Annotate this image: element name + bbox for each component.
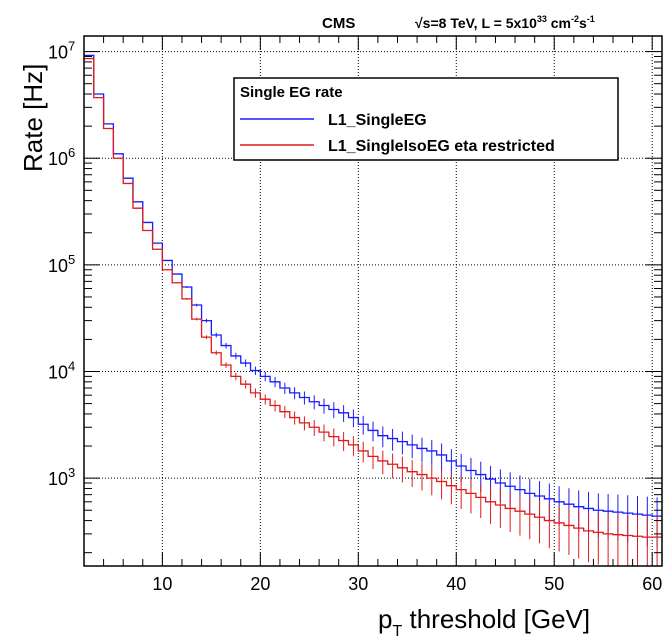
x-tick-label: 10 [152, 574, 172, 594]
x-axis-label: pT threshold [GeV] [378, 604, 590, 637]
x-tick-label: 60 [642, 574, 662, 594]
y-tick-label: 104 [48, 359, 75, 383]
y-tick-label: 107 [48, 39, 75, 63]
ticks: 10 20 30 40 50 60 103 104 105 106 107 [48, 36, 662, 594]
x-tick-label: 50 [544, 574, 564, 594]
legend-title: Single EG rate [240, 84, 343, 101]
y-tick-label: 105 [48, 252, 75, 276]
y-tick-label: 103 [48, 465, 75, 489]
experiment-label: CMS [322, 15, 355, 32]
legend-label-singleisoeg: L1_SingleIsoEG eta restricted [328, 138, 555, 155]
x-tick-label: 40 [446, 574, 466, 594]
y-tick-label: 106 [48, 145, 75, 169]
x-tick-label: 30 [348, 574, 368, 594]
legend-label-singleeg: L1_SingleEG [328, 112, 427, 129]
series-line-singleisoeg [84, 57, 662, 538]
x-tick-label: 20 [250, 574, 270, 594]
energy-lumi-label: √s=8 TeV, L = 5x1033 cm-2s-1 [415, 14, 595, 31]
plot-frame [83, 35, 663, 567]
legend: Single EG rate L1_SingleEG L1_SingleIsoE… [233, 77, 619, 161]
series-layer [84, 54, 662, 566]
y-axis-label: Rate [Hz] [18, 64, 48, 172]
